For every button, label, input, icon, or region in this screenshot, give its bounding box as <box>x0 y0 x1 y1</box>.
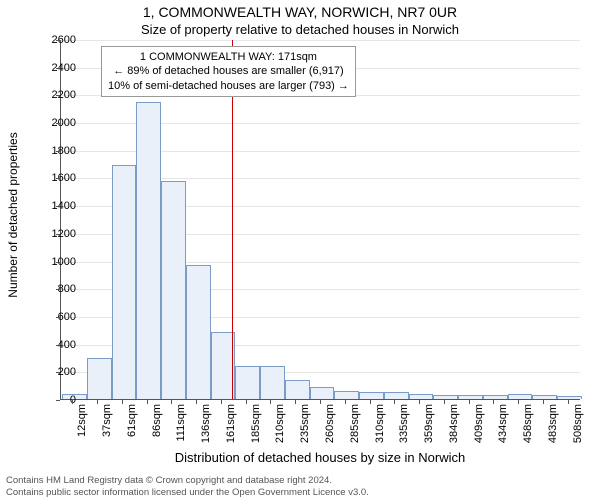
x-tick-label: 508sqm <box>572 404 584 454</box>
x-tick-mark <box>320 400 321 404</box>
x-tick-mark <box>370 400 371 404</box>
x-tick-mark <box>270 400 271 404</box>
x-tick-label: 12sqm <box>76 404 88 454</box>
x-tick-mark <box>196 400 197 404</box>
annotation-box: 1 COMMONWEALTH WAY: 171sqm← 89% of detac… <box>101 46 356 97</box>
y-tick-mark <box>56 151 60 152</box>
chart-subtitle: Size of property relative to detached ho… <box>0 22 600 37</box>
y-tick-mark <box>56 95 60 96</box>
x-tick-mark <box>171 400 172 404</box>
x-tick-label: 111sqm <box>175 404 187 454</box>
x-tick-mark <box>246 400 247 404</box>
histogram-bar <box>557 396 582 399</box>
y-tick-mark <box>56 206 60 207</box>
x-tick-label: 260sqm <box>324 404 336 454</box>
chart-root: 1, COMMONWEALTH WAY, NORWICH, NR7 0UR Si… <box>0 0 600 500</box>
histogram-bar <box>186 265 211 399</box>
histogram-bar <box>433 395 458 399</box>
x-tick-label: 310sqm <box>374 404 386 454</box>
histogram-bar <box>260 366 285 399</box>
x-tick-mark <box>345 400 346 404</box>
x-tick-label: 434sqm <box>497 404 509 454</box>
x-tick-mark <box>419 400 420 404</box>
grid-line <box>61 40 580 41</box>
annotation-line: ← 89% of detached houses are smaller (6,… <box>108 64 349 78</box>
x-tick-label: 409sqm <box>473 404 485 454</box>
histogram-bar <box>136 102 161 399</box>
x-tick-label: 285sqm <box>349 404 361 454</box>
y-tick-mark <box>56 68 60 69</box>
x-tick-label: 335sqm <box>398 404 410 454</box>
histogram-bar <box>409 394 434 399</box>
plot-area: 1 COMMONWEALTH WAY: 171sqm← 89% of detac… <box>60 40 580 400</box>
histogram-bar <box>235 366 260 399</box>
x-tick-label: 61sqm <box>126 404 138 454</box>
x-tick-mark <box>221 400 222 404</box>
x-tick-label: 185sqm <box>250 404 262 454</box>
x-tick-mark <box>295 400 296 404</box>
histogram-bar <box>310 387 335 399</box>
histogram-bar <box>458 395 483 399</box>
x-tick-label: 136sqm <box>200 404 212 454</box>
x-tick-mark <box>469 400 470 404</box>
y-tick-mark <box>56 317 60 318</box>
x-tick-mark <box>97 400 98 404</box>
x-tick-label: 210sqm <box>274 404 286 454</box>
y-tick-mark <box>56 234 60 235</box>
histogram-bar <box>112 165 137 399</box>
x-tick-mark <box>518 400 519 404</box>
histogram-bar <box>334 391 359 399</box>
histogram-bar <box>483 395 508 399</box>
y-tick-mark <box>56 178 60 179</box>
annotation-line: 1 COMMONWEALTH WAY: 171sqm <box>108 50 349 64</box>
footer-line-1: Contains HM Land Registry data © Crown c… <box>6 475 594 486</box>
y-tick-mark <box>56 400 60 401</box>
x-tick-label: 483sqm <box>547 404 559 454</box>
y-tick-mark <box>56 123 60 124</box>
chart-title: 1, COMMONWEALTH WAY, NORWICH, NR7 0UR <box>0 4 600 20</box>
footer-line-2: Contains public sector information licen… <box>6 487 594 498</box>
y-tick-mark <box>56 289 60 290</box>
histogram-bar <box>87 358 112 399</box>
y-tick-mark <box>56 40 60 41</box>
footer-attribution: Contains HM Land Registry data © Crown c… <box>6 475 594 498</box>
x-tick-mark <box>122 400 123 404</box>
histogram-bar <box>532 395 557 399</box>
histogram-bar <box>161 181 186 399</box>
histogram-bar <box>359 392 384 399</box>
histogram-bar <box>384 392 409 399</box>
x-tick-label: 458sqm <box>522 404 534 454</box>
y-tick-mark <box>56 345 60 346</box>
histogram-bar <box>508 394 533 399</box>
x-tick-label: 161sqm <box>225 404 237 454</box>
x-tick-mark <box>568 400 569 404</box>
x-tick-mark <box>147 400 148 404</box>
x-tick-mark <box>444 400 445 404</box>
x-axis-label: Distribution of detached houses by size … <box>60 450 580 465</box>
histogram-bar <box>285 380 310 399</box>
y-axis-label: Number of detached properties <box>6 0 24 430</box>
x-tick-mark <box>493 400 494 404</box>
x-tick-label: 37sqm <box>101 404 113 454</box>
x-tick-label: 384sqm <box>448 404 460 454</box>
x-tick-label: 359sqm <box>423 404 435 454</box>
x-tick-mark <box>394 400 395 404</box>
x-tick-label: 86sqm <box>151 404 163 454</box>
x-tick-mark <box>543 400 544 404</box>
y-tick-mark <box>56 372 60 373</box>
x-tick-mark <box>72 400 73 404</box>
x-tick-label: 235sqm <box>299 404 311 454</box>
y-tick-mark <box>56 262 60 263</box>
annotation-line: 10% of semi-detached houses are larger (… <box>108 79 349 93</box>
